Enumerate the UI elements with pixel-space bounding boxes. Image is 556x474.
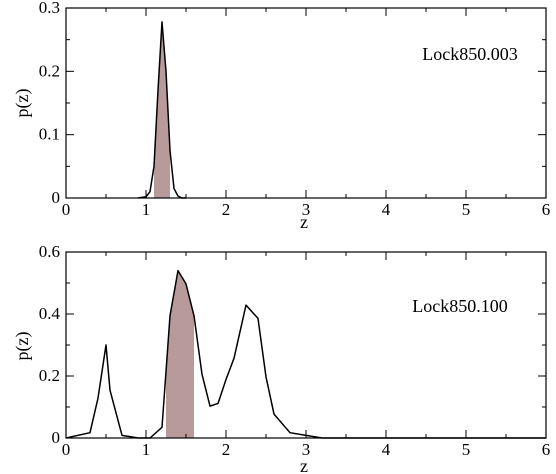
x-tick-label: 4	[382, 200, 391, 219]
x-tick-label: 0	[62, 200, 71, 219]
x-tick-label: 3	[302, 440, 311, 459]
y-tick-label: 0	[52, 188, 61, 207]
y-tick-label: 0.2	[39, 366, 60, 385]
y-axis-title: p(z)	[12, 332, 33, 361]
x-tick-label: 6	[542, 200, 551, 219]
y-tick-label: 0.1	[39, 125, 60, 144]
y-tick-label: 0.4	[39, 304, 61, 323]
x-tick-label: 2	[222, 200, 231, 219]
x-tick-label: 2	[222, 440, 231, 459]
annotation-label: Lock850.100	[412, 296, 507, 316]
plot-frame	[65, 251, 547, 439]
x-axis-title: z	[300, 212, 308, 232]
x-tick-label: 6	[542, 440, 551, 459]
chart-panel-bottom: 0 1 2 3 4 5 6 0 0.2 0.4 0.6 z p(z) Lock850.100	[12, 242, 550, 474]
y-tick-label: 0.3	[39, 0, 60, 17]
y-tick-label: 0.2	[39, 61, 60, 80]
x-tick-label: 1	[142, 200, 151, 219]
chart-panel-top: 0 1 2 3 4 5 6 0 0.1 0.2 0.3 z p(z) Lock850.003	[12, 0, 550, 232]
plot-frame	[65, 7, 547, 199]
annotation-label: Lock850.003	[422, 44, 517, 64]
x-tick-label: 0	[62, 440, 71, 459]
shaded-region	[154, 21, 170, 198]
y-axis-title: p(z)	[12, 89, 33, 118]
x-axis-title: z	[300, 456, 308, 474]
shaded-region	[166, 270, 194, 438]
series-line	[137, 21, 186, 199]
x-tick-label: 1	[142, 440, 151, 459]
series-line	[65, 269, 546, 439]
x-tick-label: 4	[382, 440, 391, 459]
x-tick-label: 3	[302, 200, 311, 219]
x-tick-label: 5	[462, 200, 471, 219]
y-tick-label: 0.6	[39, 242, 60, 261]
y-tick-label: 0	[52, 428, 61, 447]
x-tick-label: 5	[462, 440, 471, 459]
